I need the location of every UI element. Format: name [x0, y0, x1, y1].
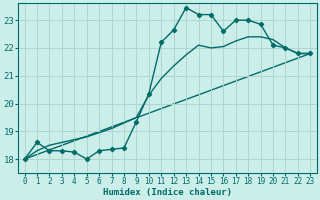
X-axis label: Humidex (Indice chaleur): Humidex (Indice chaleur) — [103, 188, 232, 197]
